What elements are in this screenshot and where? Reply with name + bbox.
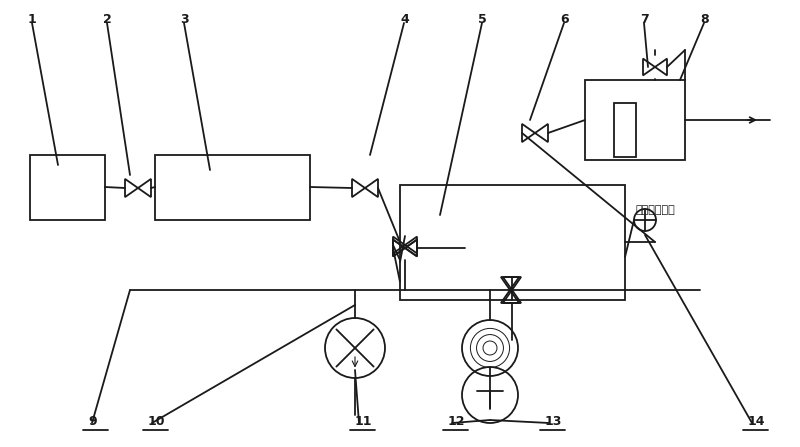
Text: 4: 4 xyxy=(400,13,409,26)
Bar xyxy=(400,185,625,300)
Text: 9: 9 xyxy=(88,415,97,428)
Text: 8: 8 xyxy=(700,13,709,26)
Text: 6: 6 xyxy=(560,13,569,26)
Text: 2: 2 xyxy=(103,13,112,26)
Text: 14: 14 xyxy=(748,415,766,428)
Text: 1: 1 xyxy=(28,13,37,26)
Text: 3: 3 xyxy=(180,13,189,26)
Text: 13: 13 xyxy=(545,415,562,428)
Bar xyxy=(614,103,636,157)
Bar xyxy=(585,80,685,160)
Text: 7: 7 xyxy=(640,13,649,26)
Text: 10: 10 xyxy=(148,415,166,428)
Text: 11: 11 xyxy=(355,415,373,428)
Bar xyxy=(155,155,310,220)
Text: 12: 12 xyxy=(448,415,466,428)
Text: 通往真空系统: 通往真空系统 xyxy=(635,205,674,215)
Bar xyxy=(30,155,105,220)
Text: 5: 5 xyxy=(478,13,486,26)
